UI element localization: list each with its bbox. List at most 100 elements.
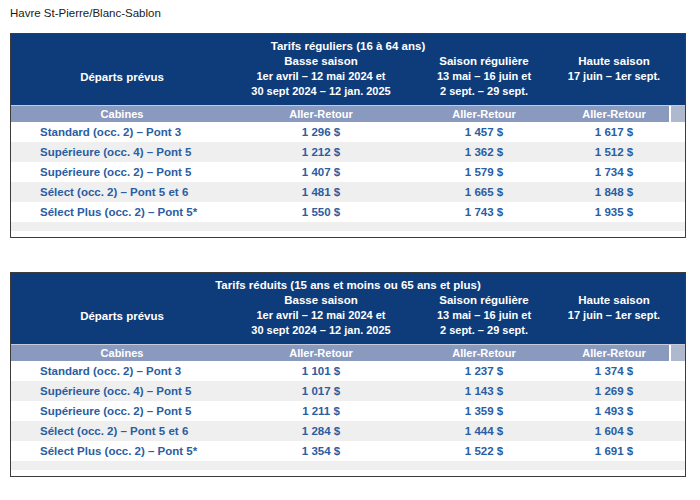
subheader-fare-type: Aller-Retour xyxy=(559,345,669,361)
column-header-low-season: Basse saison 1er avril – 12 mai 2024 et … xyxy=(233,54,409,99)
table-header: Tarifs réguliers (16 à 64 ans) Départs p… xyxy=(11,34,685,105)
column-header-regular-season: Saison régulière 13 mai – 16 juin et 2 s… xyxy=(409,54,559,99)
season-dates: 1er avril – 12 mai 2024 et xyxy=(233,308,409,323)
subheader-fare-type: Aller-Retour xyxy=(409,106,559,122)
table-subheader: Cabines Aller-Retour Aller-Retour Aller-… xyxy=(11,105,685,122)
header-endcap xyxy=(669,293,685,338)
season-name: Haute saison xyxy=(559,293,669,308)
price-cell: 1 212 $ xyxy=(233,142,409,162)
table-row: Supérieure (occ. 2) – Pont 5 1 407 $ 1 5… xyxy=(11,162,685,182)
fare-table-regular: Tarifs réguliers (16 à 64 ans) Départs p… xyxy=(10,33,686,238)
season-name: Basse saison xyxy=(233,293,409,308)
table-title: Tarifs réduits (15 ans et moins ou 65 an… xyxy=(11,278,685,293)
table-row: Supérieure (occ. 4) – Pont 5 1 017 $ 1 1… xyxy=(11,381,685,401)
price-cell: 1 848 $ xyxy=(559,182,669,202)
row-endcap xyxy=(669,401,685,421)
season-dates: 13 mai – 16 juin et xyxy=(409,69,559,84)
subheader-cabins: Cabines xyxy=(11,106,233,122)
subheader-fare-type: Aller-Retour xyxy=(233,345,409,361)
row-endcap xyxy=(669,182,685,202)
price-cell: 1 550 $ xyxy=(233,202,409,222)
price-cell: 1 211 $ xyxy=(233,401,409,421)
row-endcap xyxy=(669,421,685,441)
subheader-endcap xyxy=(669,345,685,361)
price-cell: 1 665 $ xyxy=(409,182,559,202)
price-cell: 1 935 $ xyxy=(559,202,669,222)
season-dates: 13 mai – 16 juin et xyxy=(409,308,559,323)
price-cell: 1 444 $ xyxy=(409,421,559,441)
price-cell: 1 407 $ xyxy=(233,162,409,182)
table-row: Standard (occ. 2) – Pont 3 1 101 $ 1 237… xyxy=(11,361,685,381)
cabin-cell: Sélect (occ. 2) – Pont 5 et 6 xyxy=(11,421,233,441)
cabin-cell: Standard (occ. 2) – Pont 3 xyxy=(11,361,233,381)
price-cell: 1 101 $ xyxy=(233,361,409,381)
table-subheader: Cabines Aller-Retour Aller-Retour Aller-… xyxy=(11,344,685,361)
row-endcap xyxy=(669,162,685,182)
row-endcap xyxy=(669,202,685,222)
price-cell: 1 269 $ xyxy=(559,381,669,401)
row-endcap xyxy=(669,142,685,162)
price-cell: 1 359 $ xyxy=(409,401,559,421)
subheader-fare-type: Aller-Retour xyxy=(409,345,559,361)
table-row: Supérieure (occ. 2) – Pont 5 1 211 $ 1 3… xyxy=(11,401,685,421)
price-cell: 1 617 $ xyxy=(559,122,669,142)
price-cell: 1 579 $ xyxy=(409,162,559,182)
price-cell: 1 354 $ xyxy=(233,441,409,461)
cabin-cell: Supérieure (occ. 2) – Pont 5 xyxy=(11,162,233,182)
row-endcap xyxy=(669,361,685,381)
table-title: Tarifs réguliers (16 à 64 ans) xyxy=(11,39,685,54)
cabin-cell: Sélect Plus (occ. 2) – Pont 5* xyxy=(11,202,233,222)
fare-table-reduced: Tarifs réduits (15 ans et moins ou 65 an… xyxy=(10,272,686,477)
season-name: Saison régulière xyxy=(409,54,559,69)
column-header-departures: Départs prévus xyxy=(11,293,233,338)
table-row: Sélect Plus (occ. 2) – Pont 5* 1 550 $ 1… xyxy=(11,202,685,222)
season-dates: 2 sept. – 29 sept. xyxy=(409,323,559,338)
cabin-cell: Supérieure (occ. 4) – Pont 5 xyxy=(11,381,233,401)
subheader-cabins: Cabines xyxy=(11,345,233,361)
table-row: Sélect (occ. 2) – Pont 5 et 6 1 481 $ 1 … xyxy=(11,182,685,202)
table-row: Standard (occ. 2) – Pont 3 1 296 $ 1 457… xyxy=(11,122,685,142)
season-dates: 17 juin – 1er sept. xyxy=(559,69,669,84)
price-cell: 1 522 $ xyxy=(409,441,559,461)
table-header: Tarifs réduits (15 ans et moins ou 65 an… xyxy=(11,273,685,344)
price-cell: 1 734 $ xyxy=(559,162,669,182)
table-row: Sélect (occ. 2) – Pont 5 et 6 1 284 $ 1 … xyxy=(11,421,685,441)
season-name: Basse saison xyxy=(233,54,409,69)
price-cell: 1 296 $ xyxy=(233,122,409,142)
empty-row xyxy=(11,222,685,231)
price-cell: 1 743 $ xyxy=(409,202,559,222)
price-cell: 1 493 $ xyxy=(559,401,669,421)
column-header-high-season: Haute saison 17 juin – 1er sept. xyxy=(559,293,669,338)
price-cell: 1 362 $ xyxy=(409,142,559,162)
cabin-cell: Standard (occ. 2) – Pont 3 xyxy=(11,122,233,142)
season-dates: 1er avril – 12 mai 2024 et xyxy=(233,69,409,84)
price-cell: 1 512 $ xyxy=(559,142,669,162)
season-dates: 2 sept. – 29 sept. xyxy=(409,84,559,99)
empty-row xyxy=(11,461,685,470)
subheader-endcap xyxy=(669,106,685,122)
season-dates: 30 sept 2024 – 12 jan. 2025 xyxy=(233,84,409,99)
column-header-departures: Départs prévus xyxy=(11,54,233,99)
price-cell: 1 604 $ xyxy=(559,421,669,441)
price-cell: 1 237 $ xyxy=(409,361,559,381)
season-name: Haute saison xyxy=(559,54,669,69)
price-cell: 1 457 $ xyxy=(409,122,559,142)
price-cell: 1 143 $ xyxy=(409,381,559,401)
table-row: Sélect Plus (occ. 2) – Pont 5* 1 354 $ 1… xyxy=(11,441,685,461)
header-endcap xyxy=(669,54,685,99)
price-cell: 1 691 $ xyxy=(559,441,669,461)
row-endcap xyxy=(669,122,685,142)
column-header-low-season: Basse saison 1er avril – 12 mai 2024 et … xyxy=(233,293,409,338)
season-dates: 30 sept 2024 – 12 jan. 2025 xyxy=(233,323,409,338)
price-cell: 1 017 $ xyxy=(233,381,409,401)
cabin-cell: Sélect Plus (occ. 2) – Pont 5* xyxy=(11,441,233,461)
page-title: Havre St-Pierre/Blanc-Sablon xyxy=(10,7,161,19)
price-cell: 1 374 $ xyxy=(559,361,669,381)
row-endcap xyxy=(669,441,685,461)
price-cell: 1 481 $ xyxy=(233,182,409,202)
subheader-fare-type: Aller-Retour xyxy=(233,106,409,122)
season-dates: 17 juin – 1er sept. xyxy=(559,308,669,323)
price-cell: 1 284 $ xyxy=(233,421,409,441)
cabin-cell: Supérieure (occ. 4) – Pont 5 xyxy=(11,142,233,162)
season-name: Saison régulière xyxy=(409,293,559,308)
